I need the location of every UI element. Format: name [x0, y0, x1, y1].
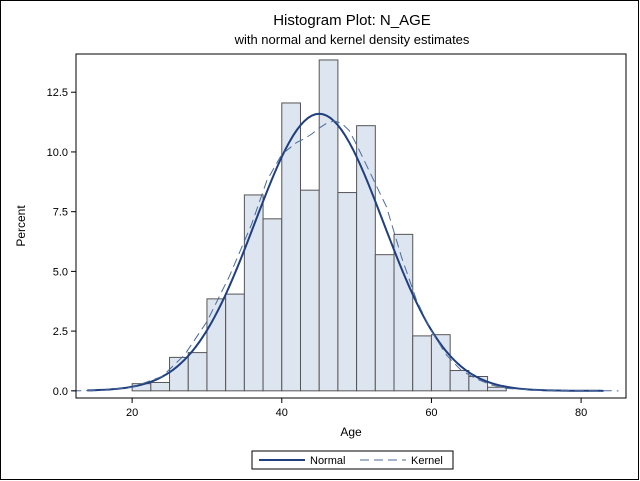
histogram-bar: [412, 335, 432, 392]
histogram-bar: [225, 293, 245, 392]
histogram-bar: [281, 102, 301, 392]
histogram-bar: [169, 356, 189, 392]
y-tick-label: 7.5: [53, 207, 68, 219]
y-axis-ticks: 0.0 2.5 5.0 7.5 10.0 12.5: [47, 87, 76, 398]
histogram-bar: [337, 192, 358, 392]
normal-curve: [87, 112, 604, 392]
histogram-bar: [356, 125, 376, 392]
legend-kernel-label: Kernel: [411, 455, 443, 467]
chart-title: Histogram Plot: N_AGE: [273, 12, 431, 29]
histogram-bar: [187, 352, 208, 392]
x-tick-label: 20: [126, 407, 138, 419]
histogram-bar: [374, 254, 395, 392]
density-curves: [72, 112, 619, 392]
histogram-bar: [150, 381, 171, 392]
x-tick-label: 60: [425, 407, 437, 419]
x-axis-ticks: 20 40 60 80: [126, 398, 587, 419]
y-tick-label: 0.0: [53, 386, 68, 398]
kernel-curve: [72, 120, 619, 392]
y-tick-label: 10.0: [47, 147, 68, 159]
y-tick-label: 5.0: [53, 266, 68, 278]
legend: Normal Kernel: [251, 450, 454, 470]
x-tick-label: 40: [276, 407, 288, 419]
y-tick-label: 2.5: [53, 326, 68, 338]
x-tick-label: 80: [575, 407, 587, 419]
histogram-bar: [430, 334, 451, 392]
y-tick-label: 12.5: [47, 87, 68, 99]
histogram-bar: [487, 386, 507, 392]
legend-box: [251, 450, 454, 470]
y-axis-label: Percent: [14, 205, 28, 247]
histogram-bar: [262, 218, 283, 392]
histogram-bar: [393, 233, 414, 392]
legend-normal-label: Normal: [310, 455, 345, 467]
histogram-bar: [299, 189, 320, 392]
x-axis-label: Age: [340, 425, 362, 439]
histogram-bars: [131, 59, 507, 392]
histogram-bar: [318, 59, 339, 392]
chart-subtitle: with normal and kernel density estimates: [234, 32, 470, 47]
plot-area-frame: [75, 53, 627, 399]
